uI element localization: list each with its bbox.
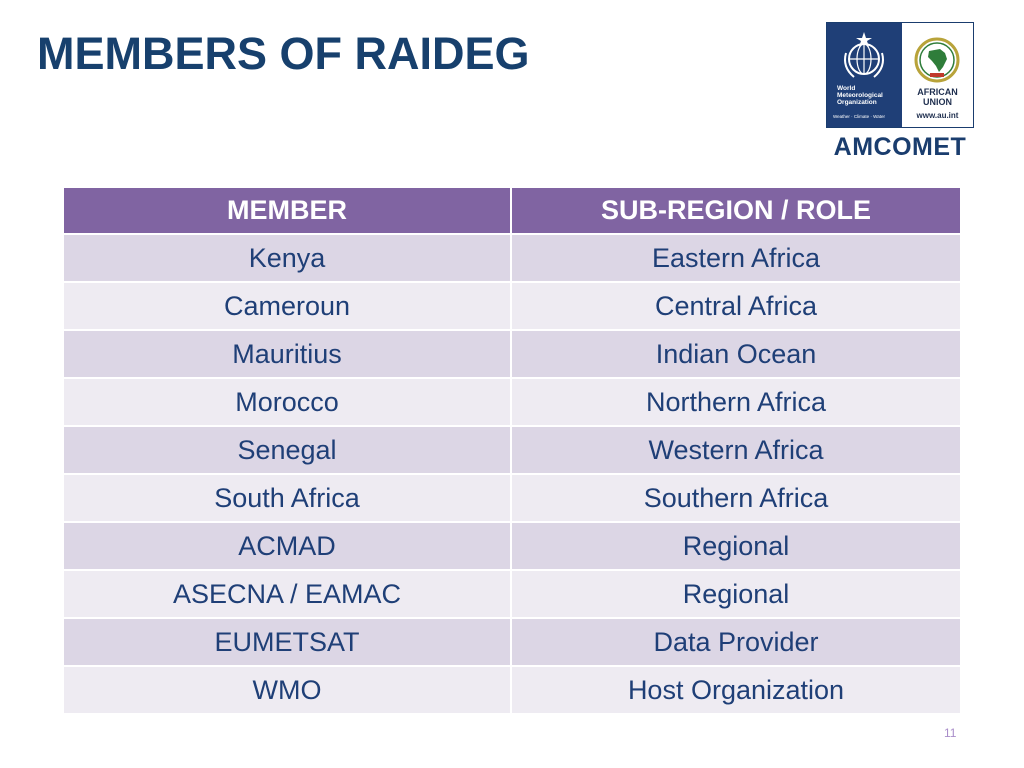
page-title: MEMBERS OF RAIDEG — [37, 28, 530, 79]
wmo-line: Meteorological — [837, 92, 883, 100]
page-number: 11 — [944, 726, 957, 740]
wmo-line: World — [837, 85, 856, 92]
member-cell: ACMAD — [64, 522, 512, 571]
table-row: Morocco Northern Africa — [64, 378, 960, 427]
logo-box: World Meteorological Organization Weathe… — [826, 22, 974, 128]
table-row: Cameroun Central Africa — [64, 282, 960, 331]
wmo-tagline: Weather · Climate · Water — [833, 114, 886, 119]
member-cell: Mauritius — [64, 330, 512, 379]
member-cell: Morocco — [64, 378, 512, 427]
table-row: EUMETSAT Data Provider — [64, 618, 960, 667]
member-cell: ASECNA / EAMAC — [64, 570, 512, 619]
au-url: www.au.int — [916, 111, 959, 120]
african-union-emblem-icon — [914, 37, 960, 83]
table-row: ASECNA / EAMAC Regional — [64, 570, 960, 619]
role-cell: Data Provider — [511, 618, 960, 667]
role-cell: Indian Ocean — [511, 330, 960, 379]
header-member: MEMBER — [64, 188, 512, 235]
member-cell: EUMETSAT — [64, 618, 512, 667]
member-cell: Cameroun — [64, 282, 512, 331]
table-row: ACMAD Regional — [64, 522, 960, 571]
wmo-name: World Meteorological Organization — [837, 85, 883, 107]
wmo-logo: World Meteorological Organization Weathe… — [827, 23, 902, 127]
au-logo: AFRICAN UNION www.au.int — [902, 23, 973, 127]
role-cell: Regional — [511, 522, 960, 571]
au-line: AFRICAN — [917, 87, 958, 97]
role-cell: Eastern Africa — [511, 234, 960, 283]
au-line: UNION — [923, 97, 952, 107]
amcomet-wordmark: AMCOMET — [833, 133, 967, 161]
role-cell: Regional — [511, 570, 960, 619]
member-cell: Kenya — [64, 234, 512, 283]
table-row: Senegal Western Africa — [64, 426, 960, 475]
header-sub-region-role: SUB-REGION / ROLE — [511, 188, 960, 235]
role-cell: Central Africa — [511, 282, 960, 331]
member-cell: South Africa — [64, 474, 512, 523]
au-name: AFRICAN UNION — [902, 87, 973, 107]
table-row: Mauritius Indian Ocean — [64, 330, 960, 379]
table-row: Kenya Eastern Africa — [64, 234, 960, 283]
amcomet-logo: World Meteorological Organization Weathe… — [826, 22, 974, 162]
members-table: MEMBER SUB-REGION / ROLE Kenya Eastern A… — [64, 188, 960, 715]
table-row: WMO Host Organization — [64, 666, 960, 715]
member-cell: Senegal — [64, 426, 512, 475]
wmo-emblem-icon — [844, 32, 884, 78]
role-cell: Western Africa — [511, 426, 960, 475]
table-body: Kenya Eastern Africa Cameroun Central Af… — [64, 234, 960, 715]
role-cell: Host Organization — [511, 666, 960, 715]
table-row: South Africa Southern Africa — [64, 474, 960, 523]
wmo-line: Organization — [837, 99, 877, 107]
role-cell: Northern Africa — [511, 378, 960, 427]
role-cell: Southern Africa — [511, 474, 960, 523]
table-header-row: MEMBER SUB-REGION / ROLE — [64, 188, 960, 235]
member-cell: WMO — [64, 666, 512, 715]
